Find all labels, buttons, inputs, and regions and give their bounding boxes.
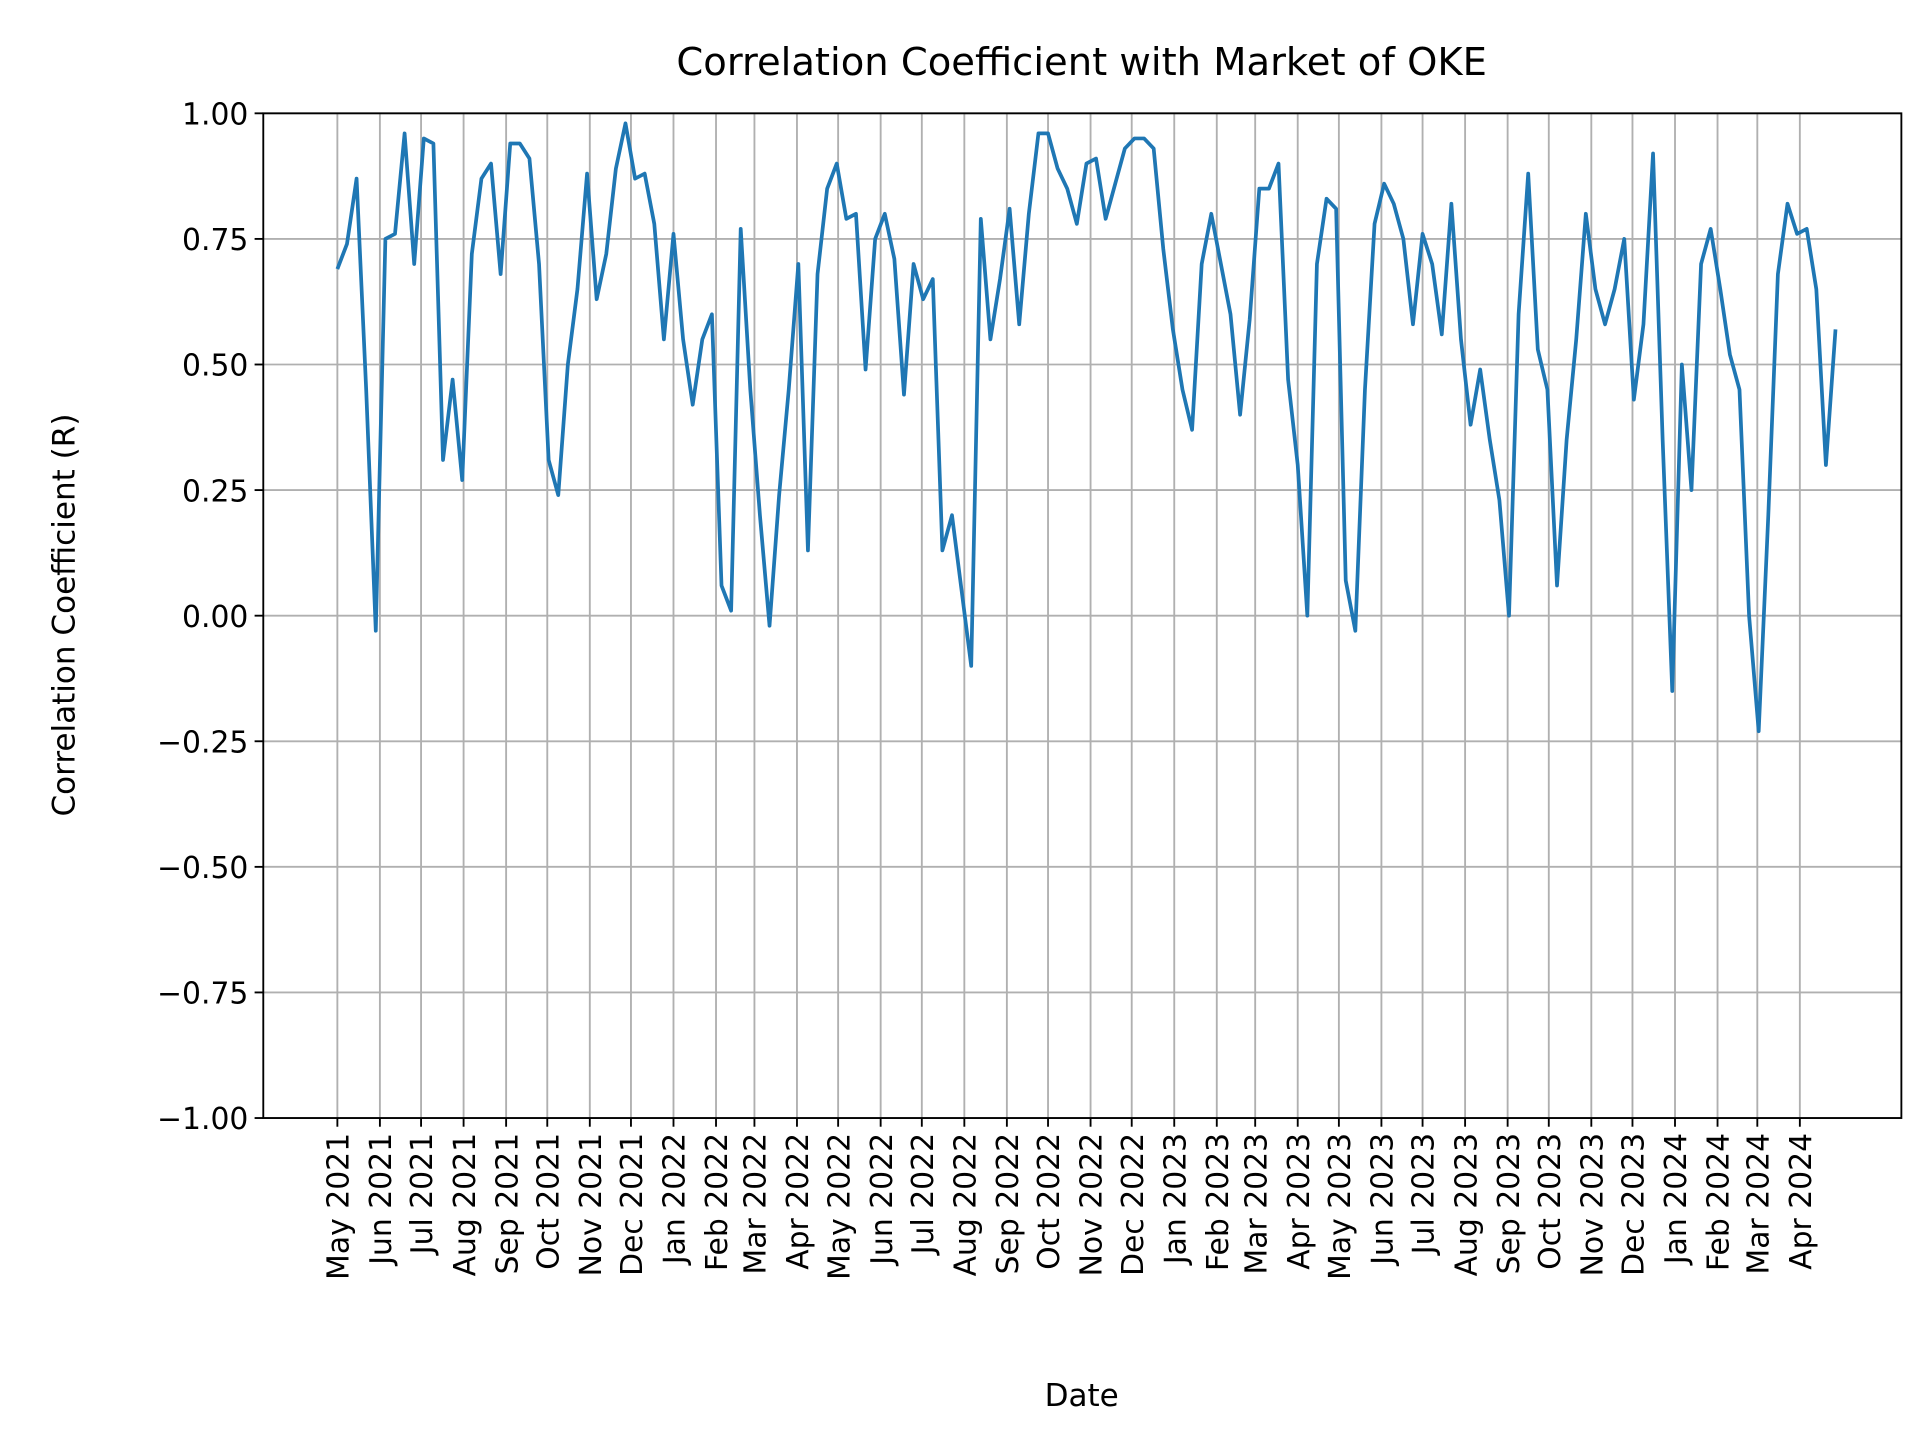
x-tick-label: Feb 2024 xyxy=(1702,1133,1737,1271)
x-tick-label: Sep 2021 xyxy=(490,1133,525,1274)
y-tick-label: −1.00 xyxy=(157,1102,248,1137)
y-tick-label: 0.00 xyxy=(182,600,248,635)
x-tick-label: Jun 2022 xyxy=(865,1133,900,1267)
x-tick-label: Aug 2021 xyxy=(448,1133,483,1276)
axes: −1.00 −0.75 −0.50 −0.25 0.00 0.25 0.50 0.75 1.00… xyxy=(157,98,1819,1280)
y-tick-label: −0.75 xyxy=(157,977,248,1012)
x-tick-label: May 2023 xyxy=(1323,1133,1358,1280)
x-tick-label: Jul 2022 xyxy=(906,1133,941,1256)
x-tick-label: Oct 2021 xyxy=(531,1133,566,1270)
y-axis-label: Correlation Coefficient (R) xyxy=(47,414,83,817)
x-tick-label: Jul 2023 xyxy=(1407,1133,1442,1256)
x-tick-label: Mar 2023 xyxy=(1239,1133,1274,1275)
x-tick-label: Jan 2023 xyxy=(1158,1133,1193,1266)
x-tick-label: Oct 2023 xyxy=(1533,1133,1568,1270)
x-tick-label: Jan 2022 xyxy=(658,1133,693,1266)
x-tick-label: Sep 2023 xyxy=(1492,1133,1527,1274)
x-tick-label: Jun 2021 xyxy=(364,1133,399,1267)
x-tick-label: Nov 2023 xyxy=(1575,1133,1610,1276)
plot xyxy=(335,121,1838,734)
x-tick-label: Jul 2021 xyxy=(405,1133,440,1256)
x-tick-label: Nov 2022 xyxy=(1075,1133,1110,1276)
x-tick-label: Feb 2023 xyxy=(1201,1133,1236,1271)
x-tick-label: Aug 2023 xyxy=(1449,1133,1484,1276)
x-tick-label: Oct 2022 xyxy=(1032,1133,1067,1270)
x-tick-label: Feb 2022 xyxy=(700,1133,735,1271)
y-tick-label: −0.25 xyxy=(157,725,248,760)
x-tick-label: Nov 2021 xyxy=(574,1133,609,1276)
x-tick-label: Mar 2024 xyxy=(1741,1133,1776,1275)
x-tick-label: Mar 2022 xyxy=(739,1133,774,1275)
y-tick-label: 0.50 xyxy=(182,349,248,384)
x-tick-label: May 2022 xyxy=(822,1133,857,1280)
x-tick-label: Aug 2022 xyxy=(949,1133,984,1276)
x-tick-label: Sep 2022 xyxy=(991,1133,1026,1274)
x-tick-label: Jan 2024 xyxy=(1659,1133,1694,1266)
y-tick-label: 1.00 xyxy=(182,98,248,133)
x-tick-label: Dec 2023 xyxy=(1617,1133,1652,1276)
chart-title: Correlation Coefficient with Market of O… xyxy=(676,40,1487,85)
y-tick-label: 0.25 xyxy=(182,474,248,509)
x-tick-label: May 2021 xyxy=(322,1133,357,1280)
x-axis-label: Date xyxy=(1045,1378,1119,1414)
y-tick-label: −0.50 xyxy=(157,851,248,886)
data-line xyxy=(335,121,1838,734)
y-tick-label: 0.75 xyxy=(182,223,248,258)
x-tick-label: Apr 2024 xyxy=(1784,1133,1819,1270)
x-tick-label: Dec 2021 xyxy=(615,1133,650,1276)
x-tick-label: Apr 2022 xyxy=(781,1133,816,1270)
x-tick-label: Apr 2023 xyxy=(1282,1133,1317,1270)
x-tick-label: Dec 2022 xyxy=(1116,1133,1151,1276)
x-tick-label: Jun 2023 xyxy=(1366,1133,1401,1267)
